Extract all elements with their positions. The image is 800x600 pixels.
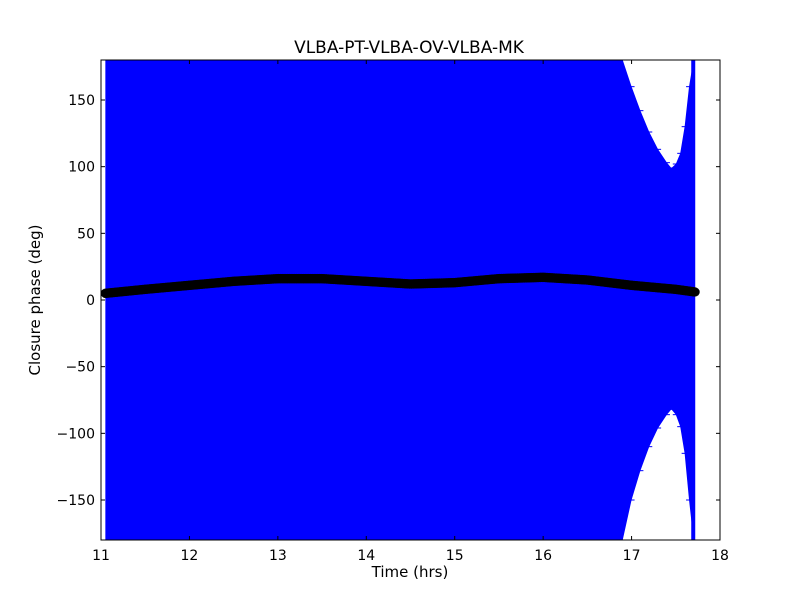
x-tick-label: 18	[711, 548, 729, 564]
x-tick-label: 14	[357, 548, 375, 564]
y-tick-label: 100	[68, 160, 95, 176]
x-tick-label: 16	[534, 548, 552, 564]
errorbar-band-full	[105, 60, 623, 540]
data-point-end	[690, 287, 700, 297]
marker-series	[101, 272, 700, 299]
y-tick-label: −150	[57, 493, 95, 509]
errorbar-band-end	[691, 60, 696, 540]
x-tick-label: 15	[446, 548, 464, 564]
y-axis-label: Closure phase (deg)	[26, 225, 44, 376]
x-axis-label: Time (hrs)	[371, 563, 449, 581]
x-tick-label: 11	[92, 548, 110, 564]
plot-area	[101, 60, 700, 540]
y-tick-label: 0	[86, 293, 95, 309]
x-tick-label: 13	[269, 548, 287, 564]
y-tick-label: −50	[65, 360, 95, 376]
y-tick-label: −100	[57, 426, 95, 442]
chart-title: VLBA-PT-VLBA-OV-VLBA-MK	[294, 38, 525, 58]
tick-layer: 11 12 13 14 15 16 17 18 −150 −100 −50 0 50 100 150	[57, 60, 729, 564]
plot-layer	[101, 60, 700, 540]
x-tick-label: 17	[623, 548, 641, 564]
y-tick-label: 50	[77, 226, 95, 242]
x-tick-label: 12	[181, 548, 199, 564]
y-tick-label: 150	[68, 93, 95, 109]
